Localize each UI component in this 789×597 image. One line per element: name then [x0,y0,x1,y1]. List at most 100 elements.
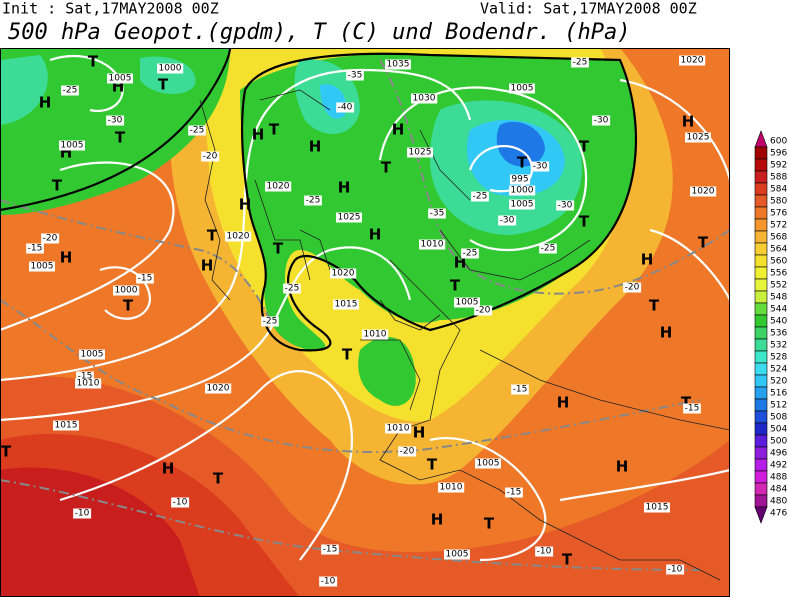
legend-swatch [754,434,768,448]
label-box [679,55,706,66]
contour-label: 1010 [421,240,444,250]
legend-label: 528 [770,353,787,363]
label-box [41,233,60,244]
contour-552 [0,48,638,352]
legend-label: 476 [770,509,787,519]
pressure-center: T [517,154,528,172]
legend-label: 532 [770,341,787,351]
label-box [644,502,670,513]
legend-label: 592 [770,161,787,171]
label-box [107,73,133,84]
contour-label: -15 [513,385,528,395]
contour-label: 1025 [687,133,710,143]
label-box [319,576,338,587]
legend-label: 504 [770,425,787,435]
label-box [59,140,85,151]
contour-label: -20 [625,283,640,293]
label-box [61,85,79,96]
legend-label: 584 [770,185,787,195]
legend-label: 568 [770,233,787,243]
legend-swatch [754,362,768,376]
pressure-center: H [413,424,426,442]
label-box [201,151,220,162]
legend-swatch [754,302,768,316]
label-box [225,231,252,242]
pressure-center: H [682,113,695,131]
label-box [623,282,642,293]
label-box [685,132,711,143]
legend-label: 548 [770,293,787,303]
legend-swatch [754,374,768,388]
legend-label: 524 [770,365,787,375]
contour-label: -20 [476,306,491,316]
map-title: 500 hPa Geopot.(gpdm), T (C) und Bodendr… [8,20,631,45]
pressure-center: H [60,249,73,267]
pressure-center: T [88,53,99,71]
contour-label: -10 [75,509,90,519]
contour-label: -10 [537,547,552,557]
label-box [505,487,523,498]
legend-swatch [754,482,768,496]
label-box [53,420,79,431]
legend-label: 572 [770,221,787,231]
contour-label: -35 [348,71,363,81]
label-box [330,268,357,279]
label-box [509,185,536,196]
contour-label: 1005 [477,459,500,469]
legend-swatch [754,398,768,412]
contour-label: 1000 [115,286,138,296]
contour-label: -25 [541,244,556,254]
label-box [157,63,184,74]
legend-swatch [754,458,768,472]
label-box [385,59,411,70]
legend-label: 520 [770,377,787,387]
legend-swatch [754,146,768,160]
legend-label: 512 [770,401,787,411]
contour-label: -25 [573,58,588,68]
contour-label: 1010 [364,330,387,340]
contour-label: -25 [306,196,321,206]
pressure-center: H [557,394,570,412]
legend-label: 544 [770,305,787,315]
color-legend: 600 596 592 588 584 580 576 572 568 564 560 556 552 5… [754,130,787,524]
label-box [346,70,364,81]
pressure-center: H [431,511,444,529]
legend-swatch [754,194,768,208]
label-box [362,329,389,340]
pressure-center: T [123,297,134,315]
pressure-center: T [273,240,284,258]
pressure-center: T [52,177,63,195]
legend-swatch [754,338,768,352]
legend-swatch [754,506,768,524]
label-box [666,564,685,575]
contour-label: 1020 [681,56,704,66]
contour-label: -15 [685,404,700,414]
pressure-center: H [39,94,52,112]
contour-label: 1015 [646,503,669,513]
legend-swatch [754,254,768,268]
legend-swatch [754,386,768,400]
pressure-center: H [369,226,382,244]
legend-swatch [754,242,768,256]
pressure-center: T [579,213,590,231]
contour-label: -20 [400,447,415,457]
legend-swatch [754,158,768,172]
contour-label: -15 [78,372,93,382]
label-box [407,147,433,158]
legend-label: 560 [770,257,787,267]
label-box [498,215,517,226]
pressure-center: H [239,196,252,214]
contour-label: 1015 [55,421,78,431]
contour-label: 1020 [227,232,250,242]
pressure-center: T [450,277,461,295]
label-box [29,261,55,272]
contour-label: 1020 [207,384,230,394]
legend-swatch [754,170,768,184]
label-box [73,508,92,519]
label-box [511,384,529,395]
contour-label: 1005 [446,550,469,560]
legend-label: 484 [770,485,787,495]
label-box [690,186,717,197]
